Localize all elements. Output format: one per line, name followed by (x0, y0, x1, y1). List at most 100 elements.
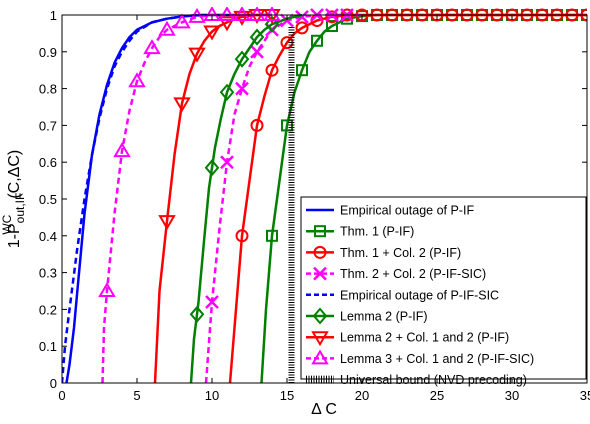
series-point (233, 7, 251, 21)
series-point (325, 10, 339, 24)
legend-label: Empirical outage of P-IF (340, 204, 474, 218)
series-lemma-2-col-1-and-2-p-if (153, 9, 281, 383)
series-point (173, 13, 191, 29)
y-tick-label: 1 (50, 8, 57, 23)
y-tick-label: 0.9 (39, 45, 57, 60)
legend-label: Empirical outage of P-IF-SIC (340, 288, 499, 302)
series-point (218, 16, 236, 32)
series-lemma-3-col-1-and-2-p-if-sic (98, 7, 281, 383)
legend-item-thm-1-p-if: Thm. 1 (P-IF) (306, 225, 414, 239)
legend-item-empirical-outage-of-p-if-sic: Empirical outage of P-IF-SIC (306, 288, 499, 302)
x-tick-labels: 0 5 10 15 20 25 30 35 (58, 388, 590, 403)
series-point (98, 282, 116, 297)
y-tick-label: 0.2 (39, 302, 57, 317)
legend-label: Lemma 2 + Col. 1 and 2 (P-IF) (340, 331, 509, 345)
legend-label: Thm. 2 + Col. 2 (P-IF-SIC) (340, 267, 486, 281)
series-point (233, 10, 251, 26)
series-point (204, 159, 220, 177)
x-tick-label: 30 (505, 388, 519, 403)
x-tick-label: 10 (205, 388, 219, 403)
series-point (235, 229, 249, 243)
series-point (266, 229, 278, 242)
y-tick-label: 0.3 (39, 266, 57, 281)
series-point (188, 7, 206, 23)
y-tick-label: 0.6 (39, 155, 57, 170)
y-tick-label: 0 (50, 376, 57, 391)
series-point (158, 20, 176, 36)
legend-item-empirical-outage-of-p-if: Empirical outage of P-IF (306, 204, 474, 218)
series-point (249, 28, 265, 46)
series-point (188, 47, 206, 63)
y-axis-label-sup: WC (0, 214, 14, 234)
series-point (234, 50, 250, 68)
y-axis-label: 1-Pout,IFWC (C,ΔC) (0, 150, 27, 249)
legend-label: Universal bound (NVD precoding) (340, 373, 527, 387)
legend-item-lemma-2-p-if: Lemma 2 (P-IF) (306, 307, 428, 325)
series-point (128, 72, 146, 88)
legend-label: Thm. 1 (P-IF) (340, 225, 414, 239)
series-empirical-outage-of-p-if-sic (62, 13, 212, 383)
y-tick-labels: 0 0.1 0.2 0.3 0.4 0.5 0.6 0.7 0.8 0.9 1 (39, 8, 57, 391)
series-line (62, 13, 212, 383)
legend-label: Thm. 1 + Col. 2 (P-IF) (340, 246, 461, 260)
legend-item-lemma-3-col-1-and-2-p-if-sic: Lemma 3 + Col. 1 and 2 (P-IF-SIC) (306, 349, 534, 366)
x-axis-label: Δ C (311, 401, 337, 418)
legend-marker (312, 307, 328, 325)
series-point (220, 155, 234, 170)
legend-marker (311, 331, 329, 347)
legend-entries: Empirical outage of P-IF Thm. 1 (P-IF) Thm… (306, 204, 534, 387)
series-point (326, 20, 338, 33)
legend-marker (314, 225, 326, 238)
series-point (158, 215, 176, 231)
legend-marker (311, 349, 329, 365)
x-tick-label: 25 (430, 388, 444, 403)
series-point (189, 305, 205, 323)
series-point (203, 25, 221, 41)
series-point (248, 7, 266, 21)
y-axis-label-sub: out,IF (13, 193, 27, 224)
x-tick-label: 5 (133, 388, 140, 403)
y-tick-label: 0.1 (39, 339, 57, 354)
legend-label: Lemma 2 (P-IF) (340, 310, 428, 324)
y-tick-label: 0.5 (39, 192, 57, 207)
series-point (295, 9, 309, 24)
legend-label: Lemma 3 + Col. 1 and 2 (P-IF-SIC) (340, 352, 534, 366)
x-tick-label: 15 (280, 388, 294, 403)
series-point (250, 44, 264, 59)
series-point (219, 83, 235, 101)
x-tick-label: 35 (580, 388, 590, 403)
y-tick-label: 0.7 (39, 118, 57, 133)
series-point (250, 118, 264, 132)
series-line (153, 13, 272, 383)
legend-marker (313, 245, 327, 259)
series-point (173, 97, 191, 113)
y-axis-label-main: 1-P (6, 223, 23, 248)
legend-marker (313, 266, 327, 281)
legend-item-lemma-2-col-1-and-2-p-if: Lemma 2 + Col. 1 and 2 (P-IF) (306, 331, 509, 347)
legend-box (300, 196, 587, 380)
series-point (264, 15, 280, 33)
series-lemma-2-p-if (189, 13, 303, 383)
legend-item-thm-2-col-2-p-if-sic: Thm. 2 + Col. 2 (P-IF-SIC) (306, 266, 486, 281)
series-point (295, 21, 309, 35)
legend: Empirical outage of P-IF Thm. 1 (P-IF) Thm… (300, 196, 587, 387)
series-point (143, 39, 161, 55)
y-axis-label-suffix: (C,ΔC) (6, 150, 23, 199)
x-tick-label: 20 (355, 388, 369, 403)
y-tick-label: 0.4 (39, 229, 57, 244)
series-point (113, 142, 131, 158)
series-point (205, 295, 219, 309)
series-point (218, 7, 236, 21)
x-tick-label: 0 (58, 388, 65, 403)
y-tick-label: 0.8 (39, 82, 57, 97)
legend-item-thm-1-col-2-p-if: Thm. 1 + Col. 2 (P-IF) (306, 245, 461, 260)
series-point (296, 64, 308, 77)
series-point (235, 81, 249, 96)
series-point (263, 9, 281, 24)
series-point (265, 63, 279, 77)
series-point (311, 34, 323, 47)
legend-item-universal-bound-nvd-precoding: Universal bound (NVD precoding) (306, 373, 527, 387)
series-line (101, 13, 272, 383)
series-point (263, 7, 281, 21)
